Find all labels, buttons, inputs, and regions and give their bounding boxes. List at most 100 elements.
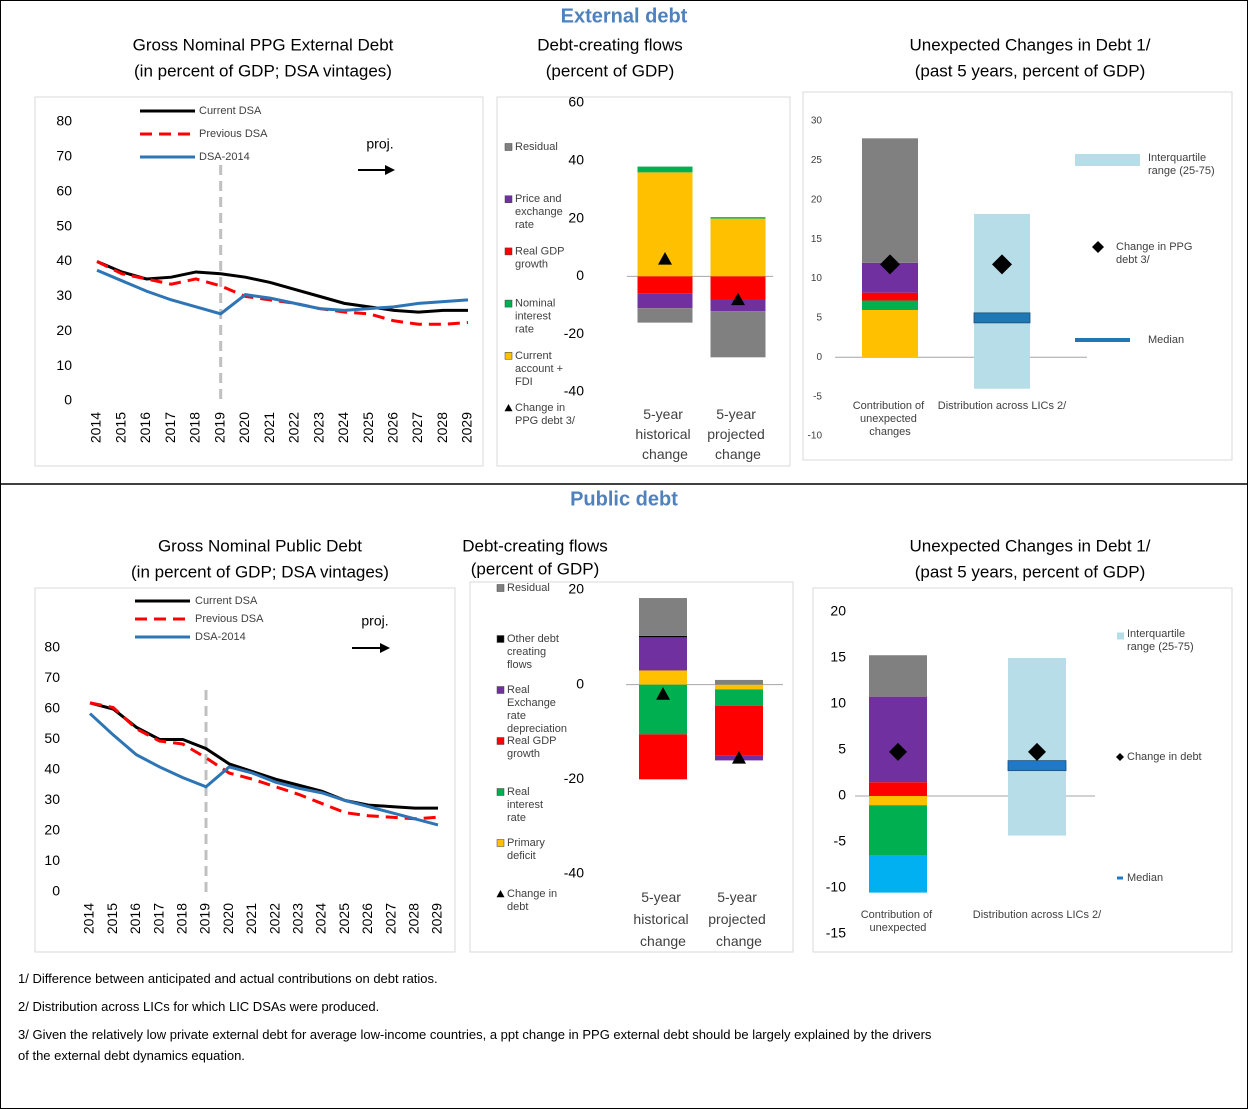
text-line: Real GDP — [507, 735, 559, 747]
contribution-segment — [862, 300, 918, 310]
x-tick-label: Contribution of unexpected changes — [853, 400, 928, 438]
text-line: growth — [515, 258, 548, 270]
text-line: Change in — [515, 402, 568, 414]
bar-segment — [715, 684, 763, 690]
chart-subtitle: (percent of GDP) — [471, 559, 600, 578]
legend-label: Primary deficit — [507, 837, 548, 862]
legend-swatch — [504, 299, 513, 308]
text-line: unexpected — [870, 922, 927, 934]
legend-label: Current DSA — [199, 105, 262, 117]
x-tick-label: Distribution across LICs 2/ — [938, 400, 1067, 412]
x-tick-label: 2020 — [236, 412, 252, 443]
y-tick-label: 30 — [56, 287, 72, 303]
footnote: 3/ Given the relatively low private exte… — [18, 1027, 935, 1063]
text-line: Primary — [507, 837, 548, 849]
x-tick-label: 2019 — [211, 412, 227, 443]
legend-label: Interquartile range (25-75) — [1127, 628, 1194, 653]
text-line: growth — [507, 748, 540, 760]
text-line: Interquartile — [1148, 152, 1209, 164]
text-line: PPG debt 3/ — [515, 415, 576, 427]
legend-swatch — [504, 247, 513, 256]
y-tick-label: 20 — [811, 194, 823, 205]
bar-segment — [637, 276, 693, 294]
footnote: 1/ Difference between anticipated and ac… — [18, 971, 438, 986]
legend-label: Nominal interest rate — [515, 298, 558, 336]
x-tick-label: 2014 — [88, 412, 104, 443]
y-tick-label: 40 — [56, 252, 72, 268]
text-line: Other debt — [507, 633, 562, 645]
y-tick-label: 80 — [56, 113, 72, 129]
legend-swatch — [1075, 338, 1130, 342]
y-tick-label: 20 — [830, 603, 846, 619]
legend-label: Residual — [507, 582, 550, 594]
bar-segment — [710, 299, 766, 312]
text-line: 1/ Difference between anticipated and ac… — [18, 971, 438, 986]
text-line: changes — [869, 426, 911, 438]
y-tick-label: -15 — [826, 925, 846, 941]
x-tick-label: 2019 — [197, 903, 213, 934]
text-line: change — [716, 933, 762, 949]
y-tick-label: 0 — [816, 352, 822, 363]
legend-swatch — [496, 635, 505, 643]
chart-subtitle: (in percent of GDP; DSA vintages) — [134, 61, 392, 80]
text-line: Real — [507, 684, 533, 696]
text-line: 5-year — [643, 406, 687, 422]
y-tick-label: -20 — [564, 325, 584, 341]
bar-segment — [637, 308, 693, 323]
section-title: External debt — [561, 5, 688, 27]
y-tick-label: 0 — [64, 392, 72, 408]
legend-label: Real Exchange rate depreciation — [507, 684, 567, 735]
y-tick-label: 60 — [56, 182, 72, 198]
x-tick-label: 2022 — [286, 412, 302, 443]
text-line: interest — [507, 799, 546, 811]
y-tick-label: 15 — [811, 234, 823, 245]
x-tick-label: 2016 — [137, 412, 153, 443]
legend-label: Current DSA — [195, 595, 258, 607]
y-tick-label: -10 — [808, 431, 823, 442]
y-tick-label: 40 — [44, 761, 60, 777]
x-tick-label: 2015 — [112, 412, 128, 443]
change-marker — [1028, 742, 1046, 761]
text-line: historical — [633, 911, 692, 927]
text-line: 3/ Given the relatively low private exte… — [18, 1027, 935, 1042]
legend-swatch — [1075, 154, 1140, 166]
text-line: Distribution across LICs 2/ — [973, 909, 1102, 921]
text-line: rate — [515, 219, 534, 231]
series-line — [89, 701, 439, 821]
text-line: 5-year — [716, 406, 760, 422]
chart-title: Gross Nominal Public Debt — [158, 536, 362, 555]
section-title: Public debt — [570, 488, 678, 510]
x-tick-label: 2029 — [429, 903, 445, 934]
bar-segment — [710, 276, 766, 300]
y-tick-label: 0 — [838, 787, 846, 803]
text-line: change — [715, 446, 761, 462]
x-tick-label: 2029 — [459, 412, 475, 443]
text-line: depreciation — [507, 723, 567, 735]
y-tick-label: 50 — [44, 730, 60, 746]
legend-label: Change in debt — [507, 888, 560, 913]
contribution-segment — [869, 855, 927, 893]
x-tick-label: 2026 — [385, 412, 401, 443]
legend-swatch — [1117, 876, 1123, 880]
x-tick-label: Contribution of unexpected — [861, 909, 936, 934]
x-tick-label: 2014 — [81, 903, 97, 934]
chart-panel — [469, 581, 794, 953]
x-tick-label: 2028 — [434, 412, 450, 443]
legend-label: DSA-2014 — [195, 631, 246, 643]
median-marker — [973, 312, 1031, 324]
series-line — [96, 268, 469, 316]
legend-swatch — [504, 143, 513, 151]
y-tick-label: 25 — [811, 155, 823, 166]
bar-segment — [639, 637, 687, 671]
legend-swatch — [496, 839, 505, 847]
x-tick-label: 2023 — [290, 903, 306, 934]
y-tick-label: 80 — [44, 639, 60, 655]
x-tick-label: Distribution across LICs 2/ — [973, 909, 1102, 921]
text-line: Residual — [515, 141, 558, 153]
text-line: exchange — [515, 206, 566, 218]
chart-subtitle: (past 5 years, percent of GDP) — [915, 61, 1146, 80]
text-line: account + — [515, 363, 566, 375]
text-line: Real GDP — [515, 245, 567, 257]
legend-label: Change in PPG debt 3/ — [1116, 241, 1196, 266]
y-tick-label: 20 — [56, 322, 72, 338]
